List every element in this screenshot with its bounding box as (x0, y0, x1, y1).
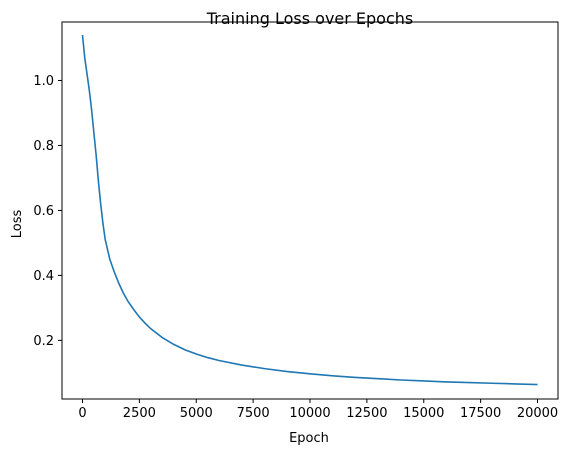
series-line-0 (81, 34, 538, 386)
y-axis: 0.2 0.4 0.6 0.8 1.0 (33, 74, 62, 349)
x-axis: 0 2500 5000 7500 10000 12500 15000 17500 20000 (78, 399, 558, 421)
x-tick-label: 15000 (403, 406, 444, 421)
chart-title: Training Loss over Epochs (206, 9, 414, 28)
y-tick-label: 0.2 (33, 334, 54, 349)
x-tick-label: 17500 (460, 406, 501, 421)
x-tick-label: 20000 (517, 406, 558, 421)
x-tick-label: 10000 (289, 406, 330, 421)
y-tick-label: 0.8 (33, 139, 54, 154)
series-layer (81, 34, 538, 386)
x-tick-label: 2500 (123, 406, 156, 421)
y-tick-label: 0.4 (33, 269, 54, 284)
x-tick-label: 12500 (346, 406, 387, 421)
y-axis-label: Loss (10, 210, 25, 239)
y-tick-label: 0.6 (33, 204, 54, 219)
x-tick-label: 7500 (237, 406, 270, 421)
x-tick-label: 5000 (180, 406, 213, 421)
plot-area-frame (61, 21, 559, 400)
x-axis-label: Epoch (289, 431, 329, 446)
x-tick-label: 0 (78, 406, 86, 421)
y-tick-label: 1.0 (33, 74, 54, 89)
